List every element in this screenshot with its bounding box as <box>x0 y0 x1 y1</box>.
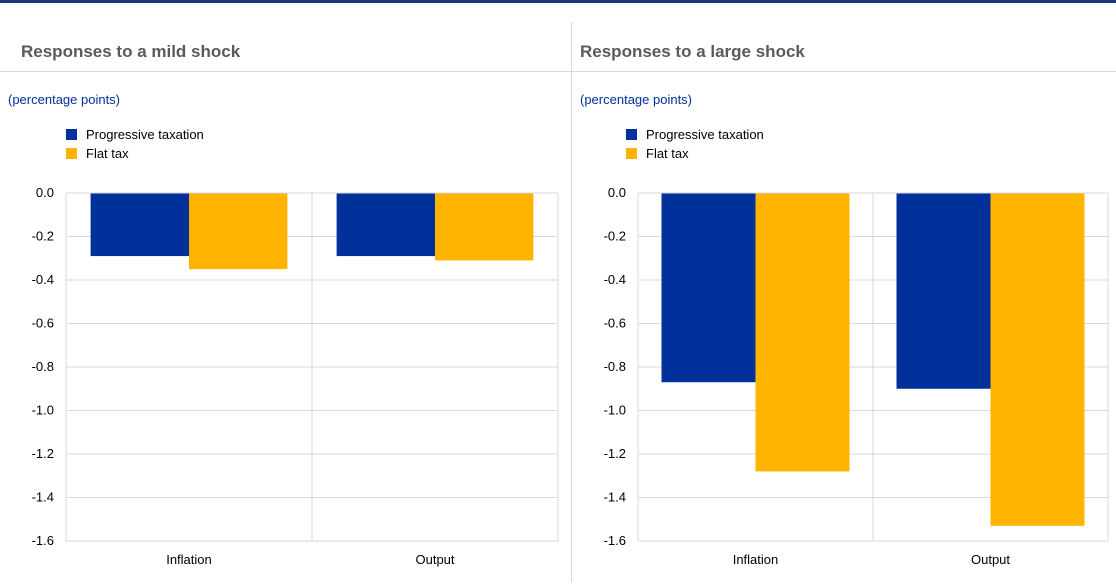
legend-swatch-flat <box>66 148 77 159</box>
bar-progressive-output <box>896 193 991 389</box>
panel-divider <box>571 22 572 582</box>
y-tick-label: -0.2 <box>604 229 626 244</box>
unit-label: (percentage points) <box>580 92 692 107</box>
y-tick-label: -1.0 <box>604 403 626 418</box>
bar-progressive-inflation <box>661 193 756 383</box>
y-tick-label: 0.0 <box>36 185 54 200</box>
y-tick-label: -1.6 <box>32 533 54 548</box>
y-tick-label: -1.4 <box>604 490 626 505</box>
mild-shock-chart: (percentage points) Progressive taxation F… <box>8 92 559 567</box>
mild-shock-title: Responses to a mild shock <box>21 42 241 61</box>
y-tick-label: -0.6 <box>32 316 54 331</box>
x-tick-label: Inflation <box>733 552 779 567</box>
legend-label-flat: Flat tax <box>646 146 689 161</box>
y-tick-label: -0.6 <box>604 316 626 331</box>
bar-progressive-inflation <box>90 193 189 257</box>
large-shock-title: Responses to a large shock <box>580 42 805 61</box>
bar-flat-output <box>435 193 534 261</box>
legend-label-progressive: Progressive taxation <box>646 127 764 142</box>
legend-label-flat: Flat tax <box>86 146 129 161</box>
bar-flat-inflation <box>755 193 850 472</box>
y-tick-label: -1.2 <box>604 446 626 461</box>
large-shock-chart: (percentage points) Progressive taxation F… <box>580 92 1109 567</box>
top-rule <box>0 0 1116 3</box>
y-tick-label: -0.8 <box>604 359 626 374</box>
y-tick-label: 0.0 <box>608 185 626 200</box>
bar-flat-output <box>990 193 1085 526</box>
y-tick-label: -1.0 <box>32 403 54 418</box>
y-tick-label: -0.2 <box>32 229 54 244</box>
bar-flat-inflation <box>189 193 288 270</box>
x-tick-label: Output <box>971 552 1010 567</box>
mild-shock-panel: Responses to a mild shock (percentage po… <box>0 22 571 582</box>
y-tick-label: -0.4 <box>32 272 54 287</box>
legend-swatch-flat <box>626 148 637 159</box>
title-rule <box>0 71 571 72</box>
y-tick-label: -1.6 <box>604 533 626 548</box>
title-rule <box>572 71 1116 72</box>
legend-swatch-progressive <box>626 129 637 140</box>
y-tick-label: -1.4 <box>32 490 54 505</box>
y-tick-label: -0.8 <box>32 359 54 374</box>
legend-label-progressive: Progressive taxation <box>86 127 204 142</box>
large-shock-panel: Responses to a large shock (percentage p… <box>572 22 1116 582</box>
legend-swatch-progressive <box>66 129 77 140</box>
y-tick-label: -0.4 <box>604 272 626 287</box>
unit-label: (percentage points) <box>8 92 120 107</box>
x-tick-label: Inflation <box>166 552 212 567</box>
y-tick-label: -1.2 <box>32 446 54 461</box>
bar-progressive-output <box>336 193 435 257</box>
x-tick-label: Output <box>415 552 454 567</box>
